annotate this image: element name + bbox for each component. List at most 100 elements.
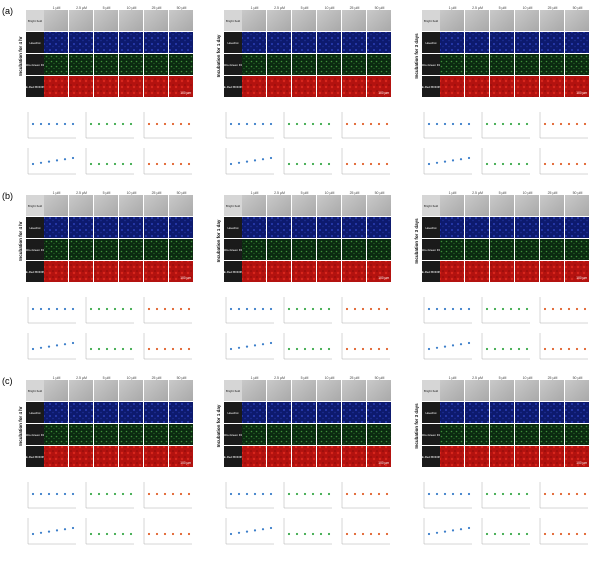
- plot-point: [509, 492, 513, 496]
- micrograph: [69, 76, 93, 97]
- plot-point: [245, 307, 249, 311]
- side-label: Incubation for 1 day: [216, 219, 221, 262]
- micrograph: [144, 261, 168, 282]
- plot-point: [71, 492, 75, 496]
- plot-point: [435, 531, 439, 534]
- plot-point: [129, 532, 133, 536]
- micrograph: [169, 380, 193, 401]
- micrograph: [565, 76, 589, 97]
- micrograph: [169, 76, 193, 97]
- micrograph: [94, 239, 118, 260]
- column-label: 10 µM: [127, 376, 137, 380]
- plot-point: [559, 347, 563, 351]
- micrograph: [317, 10, 341, 31]
- micrograph: [490, 76, 514, 97]
- plot-point: [31, 347, 35, 351]
- plot-point: [89, 532, 93, 536]
- micrograph: [367, 239, 391, 260]
- plot-point: [467, 492, 471, 496]
- plot-point: [303, 307, 307, 311]
- plot-point: [543, 122, 547, 126]
- plot-point: [31, 162, 35, 166]
- row-label-bg: [26, 446, 44, 467]
- micrograph: [367, 32, 391, 53]
- column-label: 25 µM: [350, 6, 360, 10]
- plot-point: [171, 347, 175, 351]
- plot-point: [319, 492, 323, 496]
- row-label-bg: [422, 217, 440, 238]
- micrograph: [267, 402, 291, 423]
- plot-point: [121, 347, 125, 351]
- row-label-bg: [422, 446, 440, 467]
- plot-point: [361, 347, 365, 351]
- plot-point: [47, 307, 51, 311]
- micrograph: [44, 217, 68, 238]
- plot-point: [459, 122, 463, 126]
- micrograph: [292, 424, 316, 445]
- micrograph: [465, 10, 489, 31]
- plot-point: [559, 307, 563, 311]
- plot-point: [551, 492, 555, 496]
- plot-point: [509, 307, 513, 311]
- micrograph: [242, 195, 266, 216]
- micrograph: [169, 217, 193, 238]
- row-label-bg: [26, 380, 44, 401]
- plot-point: [311, 492, 315, 496]
- plot-point: [163, 162, 167, 166]
- micrograph: [292, 195, 316, 216]
- plot-point: [517, 162, 521, 166]
- row-label: Hoechst: [425, 41, 436, 45]
- plot-point: [105, 532, 109, 536]
- micrograph: [515, 32, 539, 53]
- plot-point: [47, 345, 51, 348]
- micrograph: [540, 54, 564, 75]
- micrograph: [465, 261, 489, 282]
- micrograph: [267, 217, 291, 238]
- plot-point: [63, 307, 67, 311]
- plot-point: [147, 532, 151, 536]
- plot-point: [237, 161, 241, 164]
- plot-point: [361, 162, 365, 166]
- row-label: CE-Red BODIPY: [420, 455, 443, 459]
- micrograph: [267, 10, 291, 31]
- micrograph: [440, 424, 464, 445]
- plot-point: [155, 492, 159, 496]
- plot-point: [89, 492, 93, 496]
- row-label-bg: [26, 239, 44, 260]
- micrograph: [292, 10, 316, 31]
- row-label-bg: [422, 10, 440, 31]
- column-label: 10 µM: [523, 191, 533, 195]
- plot-point: [179, 492, 183, 496]
- plot-point: [369, 492, 373, 496]
- micrograph: [69, 261, 93, 282]
- column-label: 1 µM: [449, 6, 457, 10]
- micrograph: [342, 239, 366, 260]
- plot-point: [485, 347, 489, 351]
- micrograph: [169, 261, 193, 282]
- scale-bar: 100 µm: [576, 276, 587, 280]
- row-label-bg: [422, 76, 440, 97]
- row-label-bg: [26, 217, 44, 238]
- plot-point: [229, 307, 233, 311]
- micrograph: [144, 195, 168, 216]
- plot-point: [55, 159, 59, 162]
- micrograph: [119, 10, 143, 31]
- plot-point: [269, 492, 273, 496]
- plot-point: [253, 344, 257, 347]
- column-label: 50 µM: [177, 6, 187, 10]
- micrograph: [169, 239, 193, 260]
- row-label: Bright field: [226, 389, 241, 393]
- plot-point: [287, 492, 291, 496]
- plot-point: [237, 307, 241, 311]
- column-label: 2.5 µM: [274, 6, 285, 10]
- micrograph: [440, 239, 464, 260]
- column-label: 50 µM: [573, 6, 583, 10]
- plot-point: [155, 532, 159, 536]
- row-label-bg: [422, 424, 440, 445]
- plot-point: [71, 341, 75, 345]
- micrograph: [119, 261, 143, 282]
- micrograph: [242, 261, 266, 282]
- plot-point: [517, 532, 521, 536]
- micrograph: [465, 54, 489, 75]
- micrograph: [44, 402, 68, 423]
